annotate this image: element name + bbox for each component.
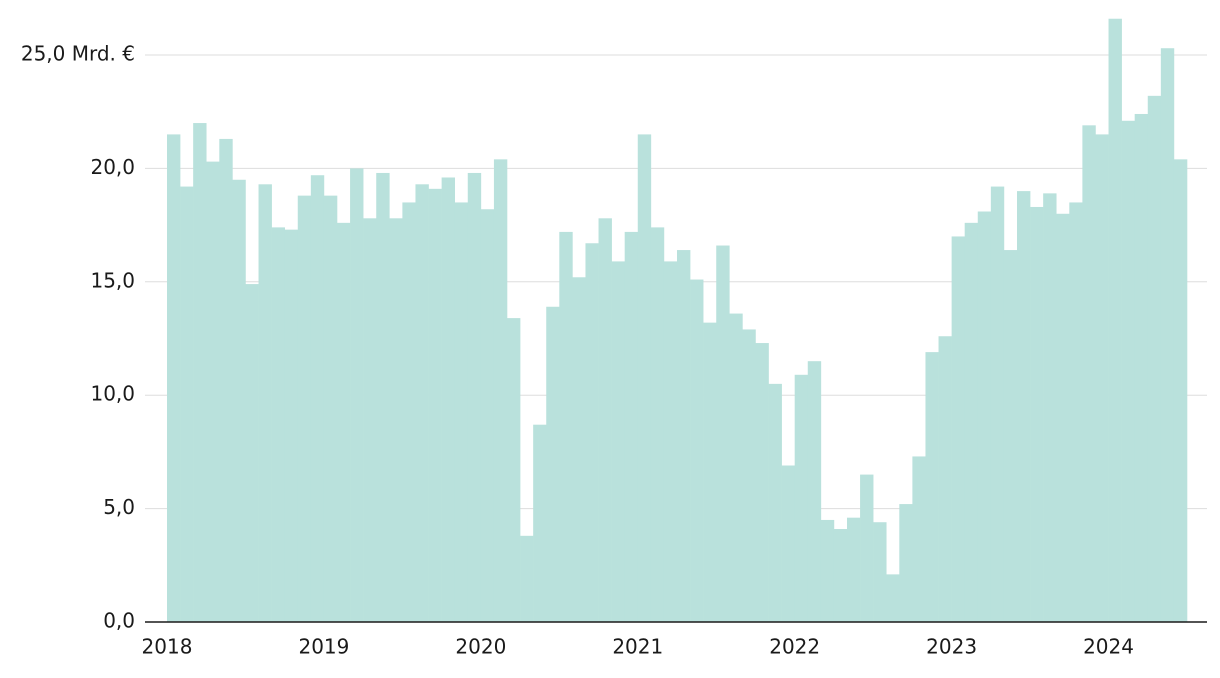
bar — [1003, 250, 1018, 623]
bar — [585, 243, 599, 623]
bar — [258, 184, 272, 622]
bar — [847, 517, 861, 622]
bar — [1134, 113, 1149, 622]
bar — [245, 284, 259, 622]
bar — [860, 474, 874, 622]
bar — [546, 306, 560, 622]
bar — [729, 313, 743, 622]
bar — [663, 261, 678, 622]
bar — [533, 424, 547, 622]
bar — [376, 172, 390, 623]
bar — [284, 229, 299, 623]
bar — [611, 261, 625, 622]
x-tick-label: 2022 — [769, 635, 820, 659]
x-tick-label: 2024 — [1083, 635, 1134, 659]
bar — [1017, 191, 1031, 622]
bar — [833, 529, 848, 622]
bar — [912, 456, 926, 622]
y-tick-label: 15,0 — [90, 268, 135, 292]
bar — [794, 374, 809, 622]
bar — [297, 195, 312, 622]
bar — [402, 202, 416, 622]
x-tick-label: 2021 — [612, 635, 663, 659]
bar — [520, 535, 534, 622]
bar — [232, 179, 246, 623]
bar — [507, 318, 521, 622]
bar — [951, 236, 965, 623]
y-tick-label: 5,0 — [103, 495, 135, 519]
bar — [389, 218, 403, 622]
bar — [977, 211, 992, 622]
bar — [415, 184, 429, 622]
y-tick-label: 0,0 — [103, 609, 135, 633]
bar — [964, 222, 979, 622]
bar — [781, 465, 795, 622]
bar — [310, 175, 325, 622]
bar — [742, 329, 756, 622]
bar — [1069, 202, 1083, 622]
bar — [480, 209, 495, 622]
bar — [1147, 95, 1162, 623]
bar — [807, 361, 822, 622]
bar — [467, 172, 482, 623]
bar — [1056, 213, 1070, 622]
y-tick-label: 10,0 — [90, 382, 135, 406]
bar — [1043, 193, 1057, 623]
x-tick-label: 2020 — [455, 635, 506, 659]
bar — [337, 222, 351, 622]
y-tick-label: 20,0 — [90, 155, 135, 179]
bar — [873, 522, 887, 622]
bar — [716, 245, 730, 622]
x-tick-label: 2018 — [142, 635, 193, 659]
bar — [1173, 159, 1188, 623]
bar — [454, 202, 469, 622]
x-tick-label: 2023 — [926, 635, 977, 659]
bar — [1121, 120, 1135, 622]
bar — [1108, 18, 1122, 623]
bar — [180, 186, 194, 623]
bar — [167, 134, 181, 622]
bar — [350, 168, 364, 622]
bar — [323, 195, 338, 622]
bar — [820, 519, 835, 622]
bar — [559, 231, 573, 622]
bar — [690, 279, 704, 622]
bar — [219, 138, 233, 622]
bar — [1030, 206, 1044, 622]
bar — [1082, 125, 1096, 623]
bar — [193, 123, 207, 622]
bar — [703, 322, 717, 622]
x-tick-label: 2019 — [298, 635, 349, 659]
bar — [572, 277, 586, 622]
bar — [755, 343, 769, 622]
bar — [768, 383, 782, 622]
bar — [271, 227, 285, 622]
bar — [925, 352, 939, 622]
bar — [624, 231, 639, 622]
bar — [363, 218, 377, 622]
bar — [206, 161, 220, 622]
bar — [886, 574, 900, 622]
bar — [938, 336, 952, 622]
bar — [441, 177, 455, 622]
bar — [650, 227, 665, 622]
bar — [637, 134, 652, 622]
bar — [1095, 134, 1109, 622]
bar — [899, 504, 913, 622]
bar — [990, 186, 1005, 623]
bar — [493, 159, 508, 623]
bar — [598, 218, 612, 622]
bar — [677, 250, 691, 623]
y-tick-label: 25,0 Mrd. € — [21, 42, 135, 66]
bar — [428, 188, 442, 622]
bar — [1160, 48, 1175, 623]
